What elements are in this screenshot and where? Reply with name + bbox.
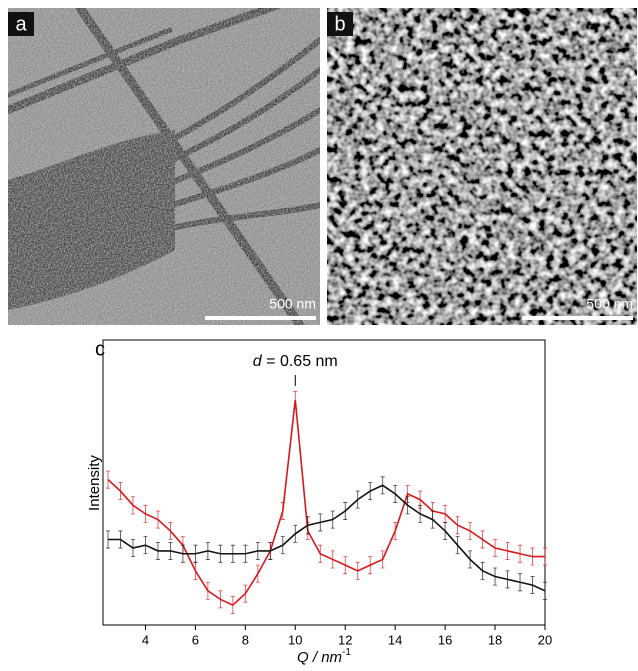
panel-b: b 500 nm	[327, 8, 637, 325]
annotation-symbol: d	[253, 353, 263, 370]
error-bar	[105, 530, 110, 549]
x-tick-label: 18	[488, 632, 502, 647]
x-axis-label: Q / nm-1	[297, 647, 351, 666]
x-axis-label-exponent: -1	[342, 647, 351, 658]
x-tick-label: 10	[288, 632, 302, 647]
scale-label: 500 nm	[269, 296, 316, 312]
label-box	[8, 12, 34, 36]
chart: c Intensity Q / nm-1 4 6 8 10 12 14 16 18 20 d = …	[86, 338, 552, 666]
x-tick-label: 6	[192, 632, 199, 647]
x-tick-label: 4	[142, 632, 149, 647]
y-axis-label: Intensity	[86, 455, 103, 511]
panel-a: a 500 nm	[8, 8, 320, 325]
plot-frame	[102, 339, 546, 626]
texture	[8, 8, 320, 325]
annotation-text: = 0.65 nm	[266, 353, 338, 370]
panel-label: a	[15, 13, 27, 35]
x-axis-label-text: Q / nm	[297, 649, 342, 666]
x-tick-label: 20	[538, 632, 552, 647]
texture	[327, 8, 637, 325]
x-tick-label: 14	[388, 632, 402, 647]
x-tick-label: 16	[438, 632, 452, 647]
x-tick-label: 12	[338, 632, 352, 647]
panel-label: c	[95, 338, 105, 360]
label-box	[327, 12, 353, 36]
annotation: d = 0.65 nm	[253, 353, 338, 370]
error-bar	[105, 470, 110, 489]
x-tick-label: 8	[242, 632, 249, 647]
data-line	[107, 399, 545, 606]
scale-label: 500 nm	[586, 296, 633, 312]
panel-label: b	[334, 13, 345, 35]
data-line	[107, 484, 546, 592]
